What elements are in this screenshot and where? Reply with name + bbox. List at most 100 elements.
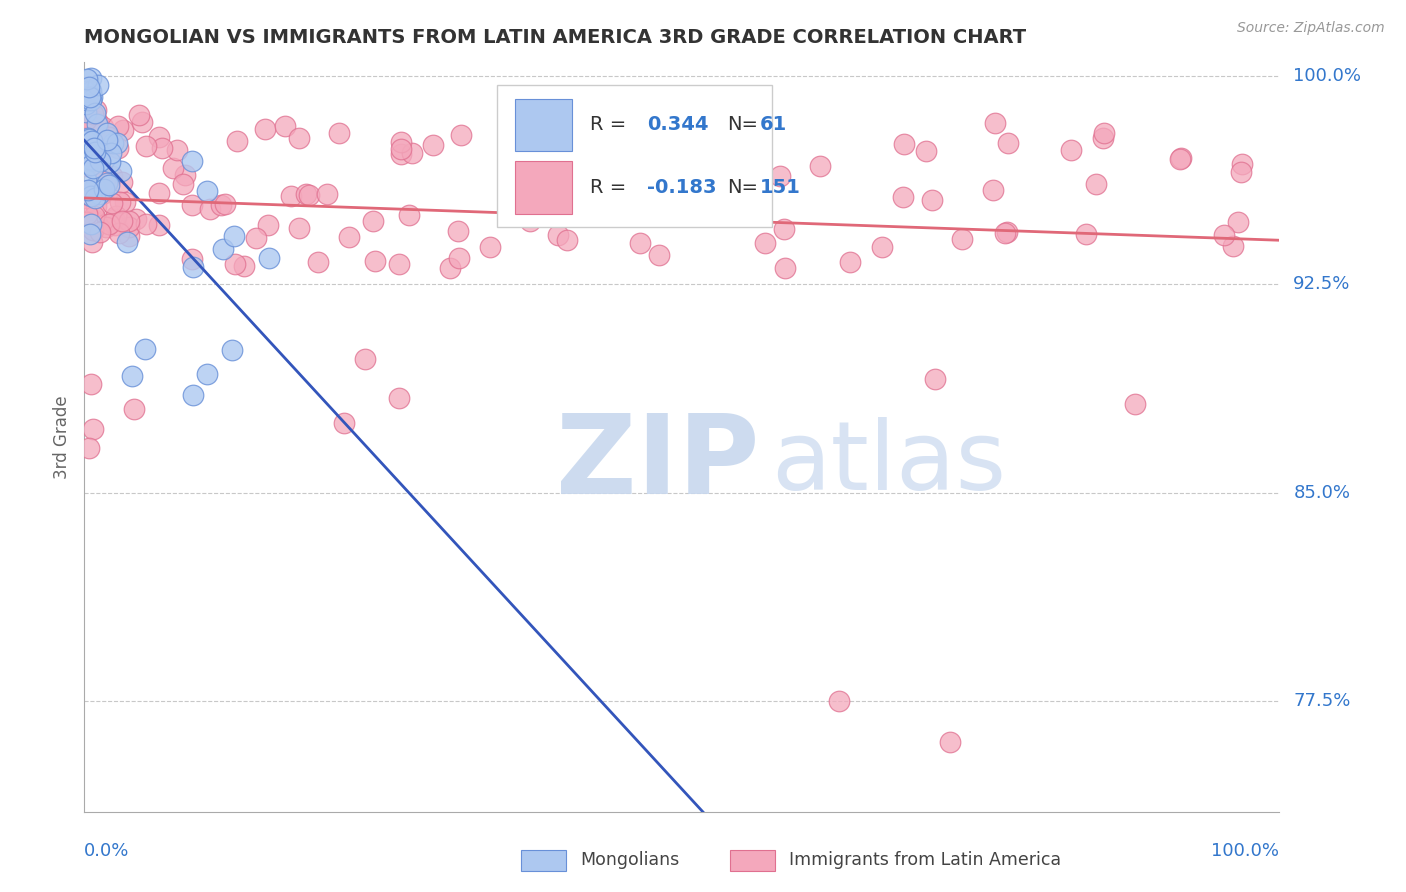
Point	[84, 106, 107, 120]
Point	[307, 255, 329, 269]
Point	[628, 235, 651, 250]
Point	[773, 222, 796, 236]
Point	[124, 402, 146, 417]
Point	[398, 208, 420, 222]
Point	[1230, 165, 1253, 179]
Point	[76, 214, 98, 228]
Point	[79, 153, 101, 168]
Point	[111, 123, 134, 137]
Point	[924, 372, 946, 386]
Point	[75, 110, 97, 124]
Point	[80, 189, 103, 203]
Point	[93, 172, 115, 186]
Point	[77, 132, 100, 146]
Point	[80, 85, 103, 99]
Point	[479, 240, 502, 254]
Point	[93, 182, 115, 196]
Point	[1232, 157, 1254, 171]
Point	[135, 217, 157, 231]
Point	[76, 71, 98, 86]
Point	[995, 225, 1018, 239]
Point	[389, 135, 412, 149]
Point	[214, 197, 236, 211]
Point	[401, 146, 423, 161]
Point	[80, 93, 103, 107]
Point	[172, 178, 194, 192]
Point	[870, 240, 893, 254]
Point	[257, 251, 280, 265]
Point	[82, 134, 104, 148]
Point	[198, 202, 221, 217]
Point	[108, 227, 131, 241]
Point	[233, 259, 256, 273]
Point	[557, 124, 579, 138]
Point	[131, 114, 153, 128]
Point	[82, 161, 104, 175]
Point	[773, 261, 796, 276]
Point	[148, 129, 170, 144]
Point	[699, 117, 721, 131]
Point	[75, 84, 97, 98]
Point	[75, 97, 97, 112]
Point	[80, 90, 103, 104]
Text: 0.0%: 0.0%	[84, 842, 129, 860]
Point	[984, 116, 1007, 130]
Point	[121, 368, 143, 383]
Point	[449, 251, 471, 265]
Point	[98, 217, 121, 231]
Point	[180, 198, 202, 212]
Point	[87, 145, 110, 159]
Point	[245, 231, 267, 245]
Point	[80, 153, 103, 167]
Point	[1091, 130, 1114, 145]
Text: 151: 151	[759, 178, 800, 197]
Point	[76, 93, 98, 107]
Text: 0.344: 0.344	[647, 115, 709, 135]
Point	[337, 230, 360, 244]
Point	[96, 133, 118, 147]
Point	[332, 416, 354, 430]
Point	[87, 125, 110, 139]
Point	[1074, 227, 1097, 241]
Point	[748, 118, 770, 132]
Point	[388, 391, 411, 405]
Point	[76, 207, 98, 221]
Point	[79, 227, 101, 242]
Point	[226, 134, 249, 148]
Point	[181, 260, 204, 274]
Point	[893, 190, 915, 204]
Point	[221, 343, 243, 358]
Point	[80, 70, 103, 85]
FancyBboxPatch shape	[496, 85, 772, 227]
Point	[97, 178, 120, 192]
Point	[82, 158, 104, 172]
Y-axis label: 3rd Grade: 3rd Grade	[53, 395, 72, 479]
Point	[86, 78, 108, 93]
Point	[80, 235, 103, 249]
Point	[1084, 178, 1107, 192]
Point	[181, 387, 204, 401]
Point	[446, 224, 468, 238]
Point	[1226, 215, 1249, 229]
FancyBboxPatch shape	[515, 98, 572, 151]
Text: atlas: atlas	[772, 417, 1007, 510]
Point	[84, 145, 107, 159]
Point	[101, 196, 124, 211]
Point	[180, 252, 202, 267]
Point	[107, 119, 129, 133]
Point	[450, 128, 472, 142]
Point	[105, 209, 128, 223]
Point	[91, 120, 114, 134]
Point	[77, 441, 100, 455]
Point	[75, 113, 97, 128]
Point	[1222, 238, 1244, 252]
Point	[76, 112, 98, 126]
Point	[75, 144, 97, 158]
Point	[530, 184, 553, 198]
Point	[808, 159, 831, 173]
Point	[148, 186, 170, 200]
Point	[91, 186, 114, 201]
Point	[769, 169, 792, 184]
Point	[280, 189, 302, 203]
Point	[80, 377, 103, 392]
